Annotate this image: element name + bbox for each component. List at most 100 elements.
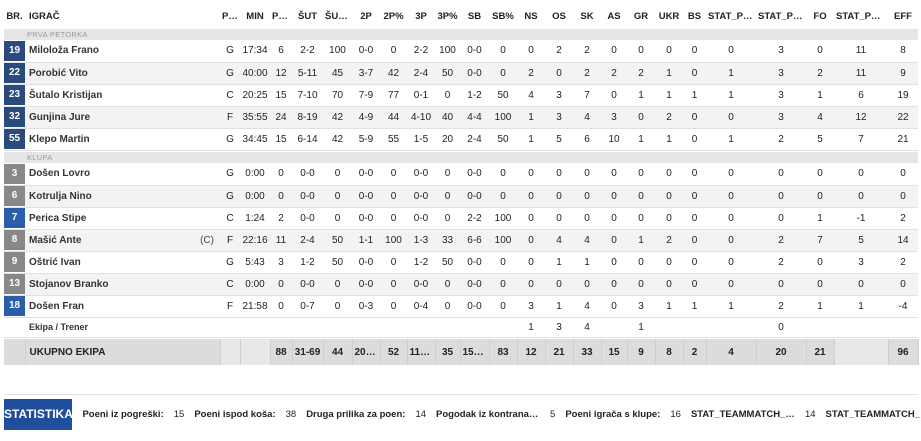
column-header-sb[interactable]: SB (460, 3, 489, 29)
player-name[interactable]: Gunjina Jure (25, 106, 220, 129)
player-name-text[interactable]: Mašić Ante (29, 234, 82, 246)
player-name-text[interactable]: Došen Fran (29, 300, 85, 312)
player-name-text[interactable]: Stojanov Branko (29, 278, 109, 290)
player-row[interactable]: 18 Došen Fran F 21:58 0 0-7 0 0-3 0 0-4 0 0-0 0 3 1 4 0 3… (4, 295, 918, 318)
column-header-br[interactable]: BR. (4, 3, 25, 29)
player-name[interactable]: Perica Stipe (25, 207, 220, 230)
stat-min: 21:58 (240, 295, 270, 318)
player-name[interactable]: Kotrulja Nino (25, 185, 220, 208)
stat-sb: 100 (489, 106, 517, 129)
total-stat-gr: 9 (627, 339, 656, 365)
column-header-stat-personal-1[interactable]: STAT_PERSONAL_1 (706, 3, 756, 29)
jersey-number-badge: 13 (4, 274, 25, 294)
player-row[interactable]: 7 Perica Stipe C 1:24 2 0-0 0 0-0 0 0-0 0 2-2 100 0 0 0… (4, 207, 918, 230)
table-header-row: BR. IGRAČ POZ MIN PTS ŠUT ŠUT% 2P 2P% 3P 3P% SB SB% N… (4, 3, 918, 29)
player-row[interactable]: 8 Mašić Ante (C) F 22:16 11 2-4 50 1-1 100 1-3 33 6-… (4, 229, 918, 252)
jersey-number-badge: 55 (4, 129, 25, 149)
jersey-number-badge: 3 (4, 163, 25, 184)
player-row[interactable]: 3 Došen Lovro G 0:00 0 0-0 0 0-0 0 0-0 0 0-0 0 0 0 0 0 0 0… (4, 163, 918, 186)
player-name[interactable]: Mašić Ante (C) (25, 229, 220, 252)
column-header-sut[interactable]: ŠUT (292, 3, 323, 29)
column-header-igrac[interactable]: IGRAČ (25, 3, 220, 29)
player-row[interactable]: 19 Miloloža Frano G 17:34 6 2-2 100 0-0 0 2-2 100 0… (4, 40, 918, 63)
column-header-sk[interactable]: SK (573, 3, 601, 29)
column-header-min[interactable]: MIN (240, 3, 270, 29)
stat-sut: 100 (323, 40, 352, 63)
player-row[interactable]: 13 Stojanov Branko C 0:00 0 0-0 0 0-0 0 0-0 0 0-0 0 0… (4, 273, 918, 296)
stat-gr: 0 (627, 106, 655, 129)
column-header-gr[interactable]: GR (627, 3, 655, 29)
column-header-fo[interactable]: FO (806, 3, 834, 29)
stat-stat-personal-1: 0 (706, 229, 756, 252)
column-header-2p[interactable]: 2P% (380, 3, 407, 29)
player-name-text[interactable]: Kotrulja Nino (29, 190, 92, 202)
stat-sk: 0 (573, 163, 601, 186)
player-row[interactable]: 55 Klepo Martin G 34:45 15 6-14 42 5-9 55 1-5 20 2-… (4, 128, 918, 151)
player-name[interactable]: Porobić Vito (25, 62, 220, 85)
jersey-number-cell: 3 (4, 163, 25, 186)
stat-sb: 100 (489, 207, 517, 230)
player-name-text[interactable]: Šutalo Kristijan (29, 89, 103, 101)
coach-stat-bs (683, 317, 706, 338)
coach-stat-ukr (655, 317, 683, 338)
column-header-ns[interactable]: NS (517, 3, 545, 29)
player-name[interactable]: Došen Lovro (25, 163, 220, 186)
stat-ukr: 0 (655, 40, 683, 63)
stat-stat-personal-2: 2 (756, 295, 806, 318)
player-name[interactable]: Miloloža Frano (25, 40, 220, 63)
column-header-3p[interactable]: 3P (407, 3, 435, 29)
player-row[interactable]: 9 Oštrić Ivan G 5:43 3 1-2 50 0-0 0 1-2 50 0-0 0 0 1 1 0… (4, 251, 918, 274)
player-name-text[interactable]: Došen Lovro (29, 168, 91, 180)
player-row[interactable]: 22 Porobić Vito G 40:00 12 5-11 45 3-7 42 2-4 50 0-… (4, 62, 918, 85)
player-row[interactable]: 32 Gunjina Jure F 35:55 24 8-19 42 4-9 44 4-10 40 4… (4, 106, 918, 129)
column-header-2p[interactable]: 2P (352, 3, 380, 29)
stat-fo: 4 (806, 106, 834, 129)
section-bar (4, 152, 25, 163)
stat-eff: 19 (888, 84, 918, 107)
stat-sut: 7-10 (292, 84, 323, 107)
column-header-poz[interactable]: POZ (220, 3, 240, 29)
coach-stat-sk: 4 (573, 317, 601, 338)
player-name-text[interactable]: Perica Stipe (29, 212, 87, 224)
player-name[interactable]: Klepo Martin (25, 128, 220, 151)
stat-sk: 4 (573, 106, 601, 129)
player-name[interactable]: Došen Fran (25, 295, 220, 318)
player-row[interactable]: 23 Šutalo Kristijan C 20:25 15 7-10 70 7-9 77 0-1… (4, 84, 918, 107)
stat-pts: 12 (270, 62, 292, 85)
stat-sb: 50 (489, 128, 517, 151)
column-header-bs[interactable]: BS (683, 3, 706, 29)
player-name-text[interactable]: Porobić Vito (29, 67, 88, 79)
stat-min: 0:00 (240, 163, 270, 186)
team-stats-title: STATISTIKA EKIPE: (4, 399, 73, 441)
stat-stat-personal-3: 12 (834, 106, 888, 129)
player-name-text[interactable]: Miloloža Frano (29, 45, 99, 57)
player-name[interactable]: Šutalo Kristijan (25, 84, 220, 107)
stat-min: 35:55 (240, 106, 270, 129)
column-header-pts[interactable]: PTS (270, 3, 292, 29)
column-header-as[interactable]: AS (601, 3, 627, 29)
stat-poz: G (220, 251, 240, 274)
player-name-text[interactable]: Gunjina Jure (29, 111, 91, 123)
player-row[interactable]: 6 Kotrulja Nino G 0:00 0 0-0 0 0-0 0 0-0 0 0-0 0 0 0 0 0… (4, 185, 918, 208)
stat-bs: 0 (683, 229, 706, 252)
jersey-number-badge: 22 (4, 63, 25, 83)
total-stat-bs: 2 (683, 339, 707, 365)
column-header-os[interactable]: OS (545, 3, 573, 29)
column-header-eff[interactable]: EFF (888, 3, 918, 29)
player-name-text[interactable]: Klepo Martin (29, 133, 90, 145)
column-header-ukr[interactable]: UKR (655, 3, 683, 29)
stat-eff: 2 (888, 207, 918, 230)
column-header-stat-personal-3[interactable]: STAT_PERSONAL_3 (834, 3, 888, 29)
team-total-row: UKUPNO EKIPA 88 31-69 44 20-38 52 11-31 35 15-18… (4, 339, 919, 365)
coach-stat-sut (292, 317, 323, 338)
column-header-stat-personal-2[interactable]: STAT_PERSONAL_2 (756, 3, 806, 29)
stat-sut: 0 (323, 273, 352, 296)
stat-min: 22:16 (240, 229, 270, 252)
player-name[interactable]: Oštrić Ivan (25, 251, 220, 274)
team-stat-label: Poeni iz pogreški: (82, 409, 164, 420)
column-header-sut[interactable]: ŠUT% (323, 3, 352, 29)
player-name-text[interactable]: Oštrić Ivan (29, 256, 81, 268)
column-header-sb[interactable]: SB% (489, 3, 517, 29)
player-name[interactable]: Stojanov Branko (25, 273, 220, 296)
column-header-3p[interactable]: 3P% (435, 3, 460, 29)
